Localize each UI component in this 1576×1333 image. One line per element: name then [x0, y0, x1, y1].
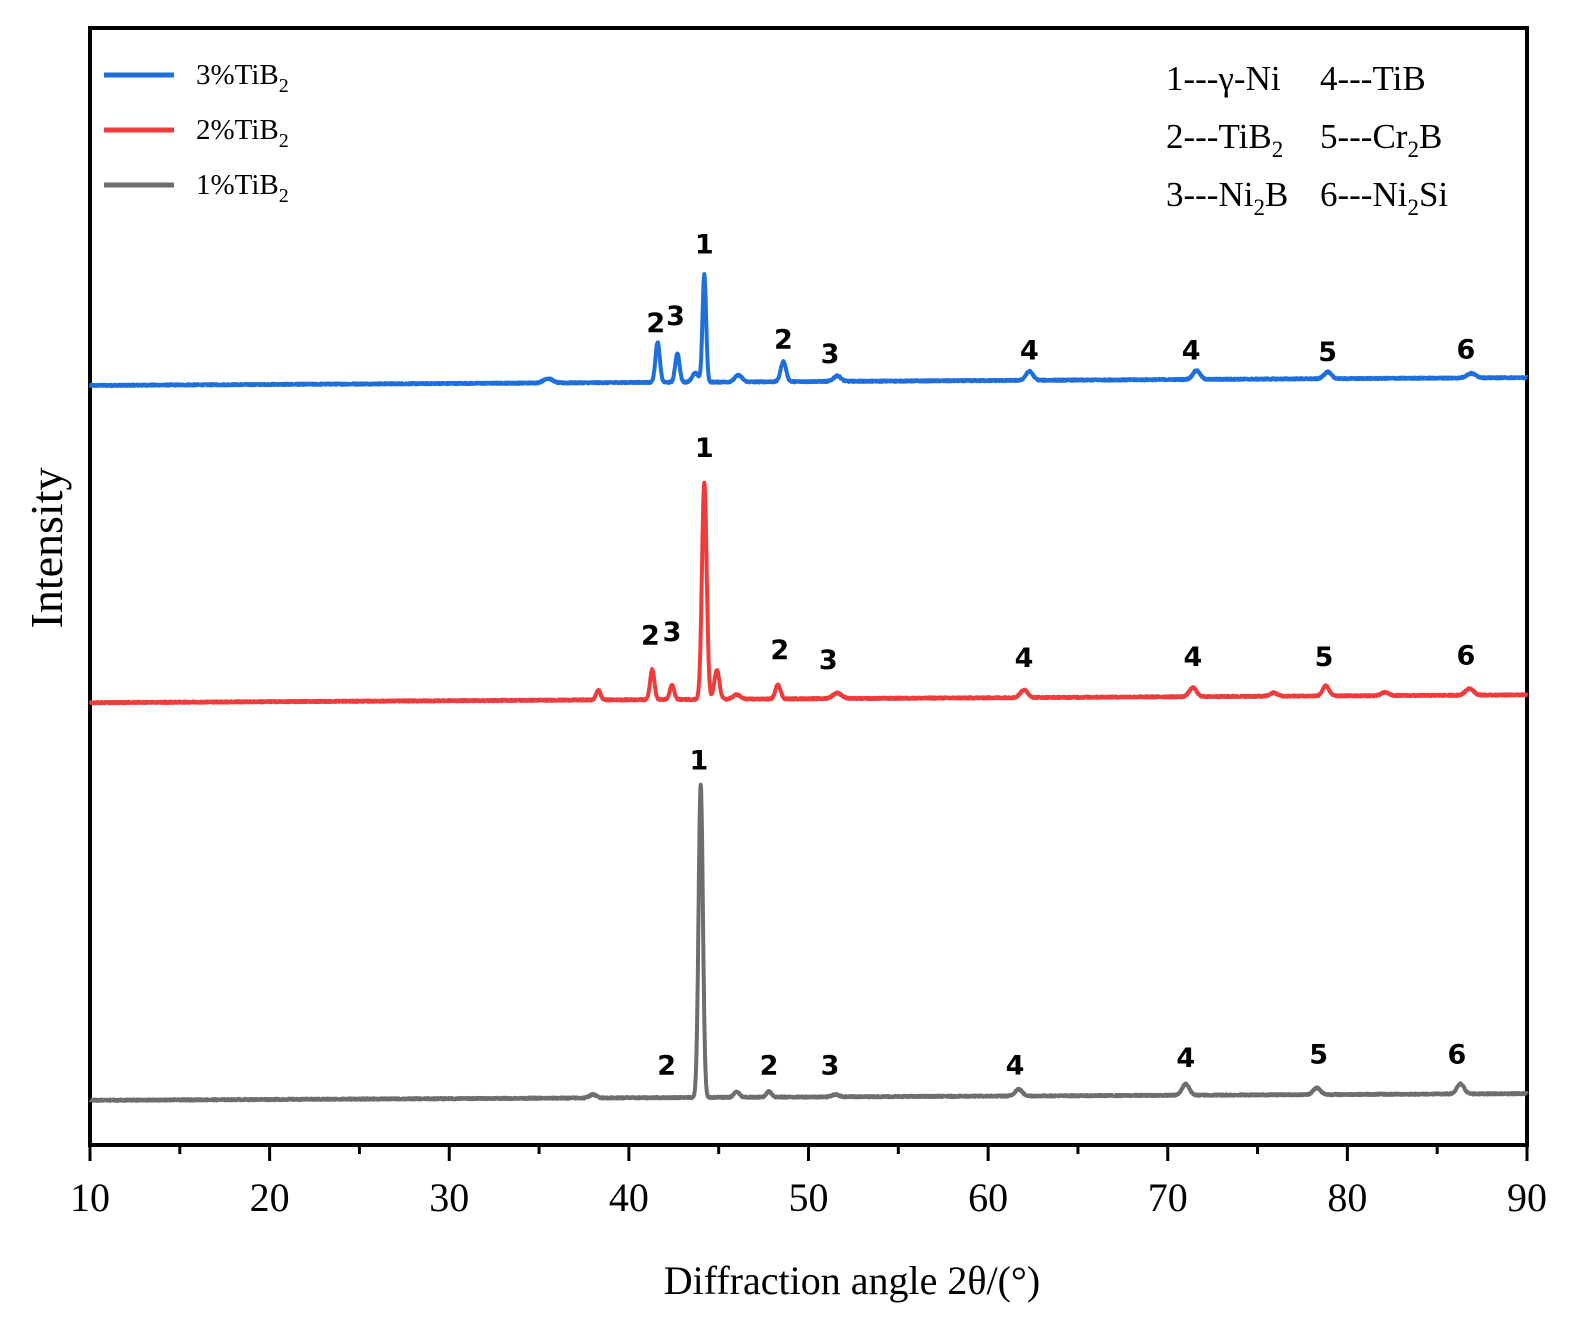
series-layer	[88, 272, 1529, 1103]
peak-label: 5	[1318, 337, 1337, 368]
series-line-3	[88, 782, 1529, 1103]
peak-label: 1	[695, 433, 714, 464]
phase-key-entry: 2---TiB2	[1166, 117, 1283, 162]
peak-label: 3	[821, 1051, 840, 1082]
peak-label: 2	[770, 635, 789, 666]
phase-key-entry: 1---γ-Ni	[1166, 59, 1281, 98]
phase-key-entry: 4---TiB	[1320, 59, 1426, 98]
peak-label: 5	[1315, 642, 1334, 673]
peak-label: 3	[663, 617, 682, 648]
peak-label: 4	[1176, 1043, 1195, 1074]
peak-label: 2	[657, 1051, 676, 1082]
x-tick-label: 50	[789, 1175, 829, 1220]
x-tick-label: 70	[1148, 1175, 1188, 1220]
x-tick-label: 40	[609, 1175, 649, 1220]
peak-label: 1	[695, 230, 714, 261]
peak-label: 6	[1457, 335, 1476, 366]
peak-label: 6	[1457, 641, 1476, 672]
peak-label: 4	[1020, 336, 1039, 367]
x-axis: 10 20 30 40 50 60 70 80 90	[70, 1145, 1547, 1220]
peak-label: 2	[760, 1051, 779, 1082]
x-tick-label: 90	[1507, 1175, 1547, 1220]
legend-label: 3%TiB2	[196, 59, 289, 97]
x-axis-label: Diffraction angle 2θ/(°)	[664, 1258, 1041, 1303]
peak-label: 4	[1006, 1051, 1025, 1082]
peak-label: 4	[1183, 642, 1202, 673]
phase-key: 1---γ-Ni 4---TiB 2---TiB2 5---Cr2B 3---Ni2B 6…	[1166, 59, 1448, 220]
peak-label: 4	[1015, 643, 1034, 674]
peak-label: 2	[641, 621, 660, 652]
x-tick-label: 10	[70, 1175, 110, 1220]
peak-label: 3	[819, 645, 838, 676]
y-axis-label: Intensity	[21, 468, 72, 629]
series-line-1	[88, 272, 1529, 388]
legend: 3%TiB2 2%TiB2 1%TiB2	[104, 59, 289, 207]
x-tick-label: 30	[429, 1175, 469, 1220]
series-line-2	[88, 480, 1529, 706]
x-tick-label: 20	[250, 1175, 290, 1220]
peak-label: 3	[821, 339, 840, 370]
x-tick-label: 60	[968, 1175, 1008, 1220]
peak-label: 5	[1309, 1039, 1328, 1070]
peak-label: 1	[690, 746, 709, 777]
peak-label: 2	[646, 308, 665, 339]
phase-key-entry: 3---Ni2B	[1166, 175, 1288, 220]
plot-frame	[88, 26, 1529, 1147]
peak-label: 2	[774, 325, 793, 356]
legend-label: 2%TiB2	[196, 114, 289, 152]
legend-label: 1%TiB2	[196, 169, 289, 207]
peak-label: 6	[1448, 1039, 1467, 1070]
phase-key-entry: 6---Ni2Si	[1320, 175, 1448, 220]
x-tick-label: 80	[1327, 1175, 1367, 1220]
peak-label: 3	[666, 301, 685, 332]
peak-label: 4	[1182, 336, 1201, 367]
phase-key-entry: 5---Cr2B	[1320, 117, 1442, 162]
